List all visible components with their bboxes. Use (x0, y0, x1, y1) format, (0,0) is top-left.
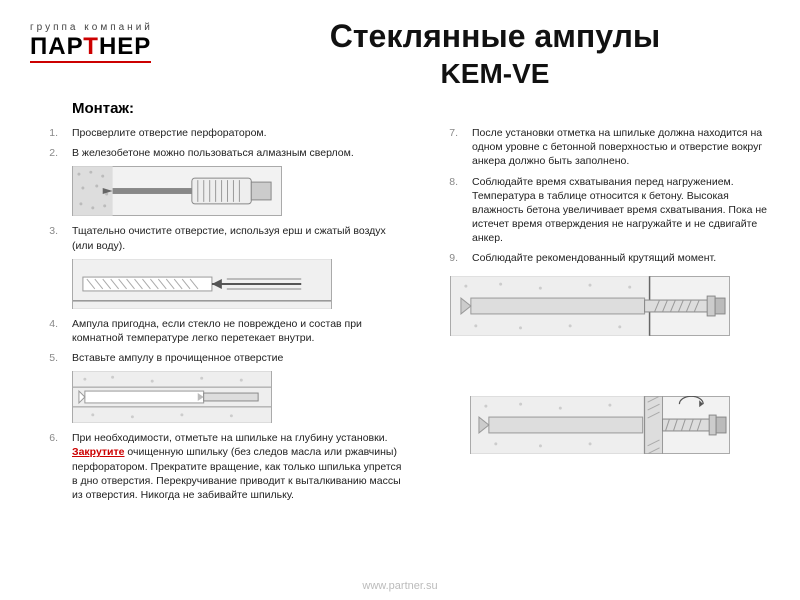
highlight-word: Закрутите (72, 446, 125, 458)
diagram-installed-1 (450, 276, 730, 336)
diagram-installed-2 (470, 396, 730, 454)
step-4: 4. Ампула пригодна, если стекло не повре… (30, 317, 405, 345)
section-heading: Монтаж: (72, 100, 134, 117)
logo-screw-icon: Т (83, 33, 99, 60)
logo-name: ПАРТНЕР (30, 35, 151, 63)
step-1: 1. Просверлите отверстие перфоратором. (30, 126, 405, 140)
left-column: 1. Просверлите отверстие перфоратором. 2… (30, 126, 405, 508)
step-3: 3. Тщательно очистите отверстие, использ… (30, 224, 405, 252)
page-subtitle: KEM-VE (210, 58, 780, 90)
diagram-insert (72, 371, 272, 423)
logo-tagline: группа компаний (30, 22, 190, 33)
step-5: 5. Вставьте ампулу в прочищенное отверст… (30, 351, 405, 365)
right-column: 7. После установки отметка на шпильке до… (430, 126, 780, 462)
step-9: 9. Соблюдайте рекомендованный крутящий м… (430, 251, 780, 265)
footer-url: www.partner.su (0, 580, 800, 592)
step-7: 7. После установки отметка на шпильке до… (430, 126, 780, 169)
step-8: 8. Соблюдайте время схватывания перед на… (430, 175, 780, 246)
diagram-clean (72, 259, 332, 309)
page-title: Стеклянные ампулы (210, 18, 780, 55)
diagram-drill (72, 166, 282, 216)
company-logo: группа компаний ПАРТНЕР (30, 22, 190, 63)
step-6: 6. При необходимости, отметьте на шпильк… (30, 431, 405, 502)
step-2: 2. В железобетоне можно пользоваться алм… (30, 146, 405, 160)
